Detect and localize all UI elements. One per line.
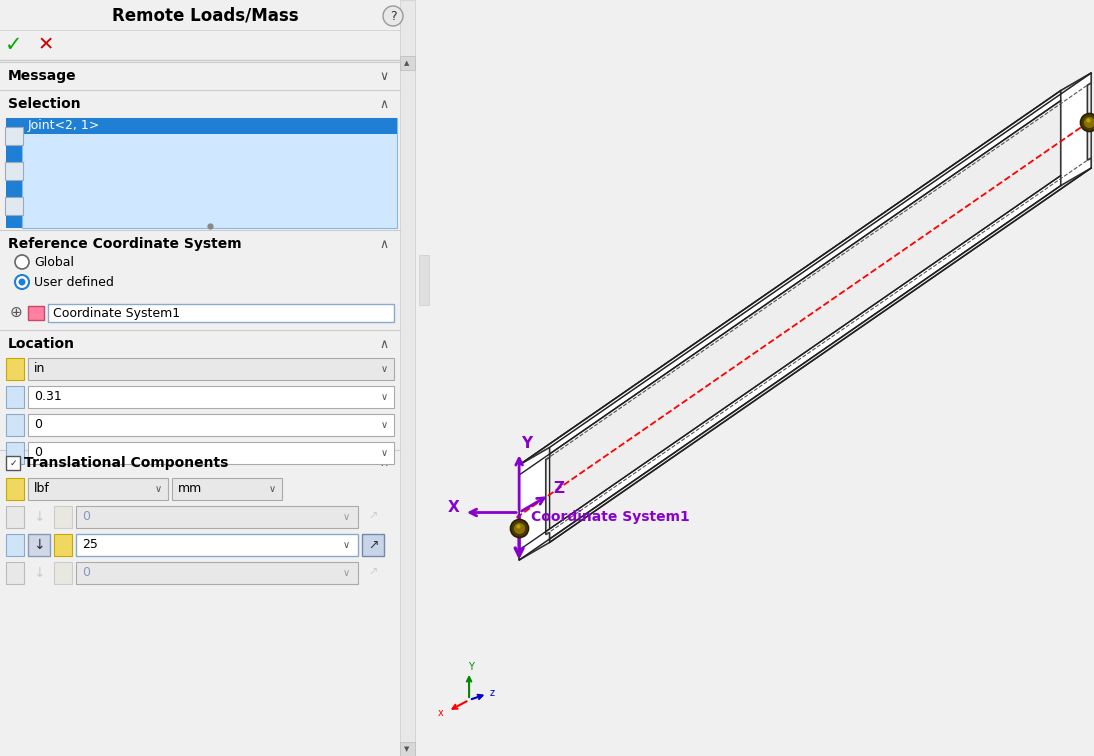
Text: Remote Loads/Mass: Remote Loads/Mass xyxy=(112,7,299,25)
Text: ∨: ∨ xyxy=(381,392,387,402)
Text: 25: 25 xyxy=(82,538,97,551)
Bar xyxy=(54,534,72,556)
Text: 0: 0 xyxy=(82,510,90,523)
Bar xyxy=(362,534,384,556)
Polygon shape xyxy=(520,160,1087,550)
Text: ∨: ∨ xyxy=(154,484,162,494)
Text: ∨: ∨ xyxy=(380,70,388,82)
Bar xyxy=(75,506,358,528)
Bar xyxy=(75,562,358,584)
Text: ∨: ∨ xyxy=(381,364,387,374)
Text: Y: Y xyxy=(521,436,533,451)
Text: Location: Location xyxy=(8,337,75,351)
Text: Selection: Selection xyxy=(8,97,81,111)
Text: Coordinate System1: Coordinate System1 xyxy=(532,510,690,523)
Bar xyxy=(5,386,24,408)
Bar xyxy=(172,478,282,500)
Text: ⊕: ⊕ xyxy=(10,305,22,320)
Text: Global: Global xyxy=(34,256,74,268)
Circle shape xyxy=(15,275,30,289)
Text: 0: 0 xyxy=(34,419,42,432)
Bar xyxy=(5,118,22,228)
Text: ∨: ∨ xyxy=(268,484,276,494)
Bar xyxy=(48,304,394,322)
Text: Z: Z xyxy=(554,481,565,496)
Text: ↓: ↓ xyxy=(33,566,45,580)
Text: ✕: ✕ xyxy=(38,36,55,54)
Polygon shape xyxy=(549,73,1091,542)
Text: ↓: ↓ xyxy=(33,510,45,524)
Bar xyxy=(400,742,415,756)
Text: ∨: ∨ xyxy=(381,420,387,430)
Text: lbf: lbf xyxy=(34,482,50,495)
Text: Coordinate System1: Coordinate System1 xyxy=(53,306,181,320)
Bar xyxy=(400,56,415,70)
Text: ∨: ∨ xyxy=(381,448,387,458)
Text: 0: 0 xyxy=(34,447,42,460)
Bar xyxy=(75,534,358,556)
Bar xyxy=(28,386,394,408)
Bar xyxy=(28,478,168,500)
Bar xyxy=(5,456,20,470)
Bar xyxy=(22,118,397,228)
Bar xyxy=(28,358,394,380)
Bar xyxy=(28,414,394,436)
Bar xyxy=(5,414,24,436)
Text: ∨: ∨ xyxy=(342,568,350,578)
Text: ∧: ∧ xyxy=(380,457,388,469)
Circle shape xyxy=(19,278,25,286)
Text: Message: Message xyxy=(8,69,77,83)
Text: User defined: User defined xyxy=(34,275,114,289)
Text: ∧: ∧ xyxy=(380,98,388,110)
Text: ∧: ∧ xyxy=(380,237,388,250)
Bar xyxy=(28,534,50,556)
Bar xyxy=(28,306,44,320)
Circle shape xyxy=(383,6,403,26)
Text: Translational Components: Translational Components xyxy=(24,456,229,470)
Polygon shape xyxy=(1061,73,1091,186)
Text: z: z xyxy=(490,688,494,698)
Text: in: in xyxy=(34,362,45,376)
Text: x: x xyxy=(439,708,444,718)
Text: ↗: ↗ xyxy=(369,512,377,522)
Bar xyxy=(22,118,397,134)
Text: X: X xyxy=(449,500,459,516)
Bar xyxy=(54,506,72,528)
Bar xyxy=(5,197,23,215)
Polygon shape xyxy=(520,73,1091,465)
Bar xyxy=(28,442,394,464)
Bar xyxy=(5,562,24,584)
Bar xyxy=(5,534,24,556)
Text: mm: mm xyxy=(178,482,202,495)
Bar xyxy=(54,562,72,584)
Text: ▲: ▲ xyxy=(405,60,409,66)
Text: ↓: ↓ xyxy=(33,538,45,552)
Text: 0: 0 xyxy=(82,566,90,580)
Circle shape xyxy=(15,255,30,269)
Text: 0.31: 0.31 xyxy=(34,391,61,404)
Polygon shape xyxy=(520,175,1061,560)
Text: ▼: ▼ xyxy=(405,746,409,752)
Text: ↗: ↗ xyxy=(368,538,379,551)
Polygon shape xyxy=(520,91,1061,475)
Bar xyxy=(5,442,24,464)
Text: ✓: ✓ xyxy=(5,35,23,55)
Text: Joint<2, 1>: Joint<2, 1> xyxy=(28,119,101,132)
Text: ∨: ∨ xyxy=(342,540,350,550)
Bar xyxy=(5,358,24,380)
Text: ?: ? xyxy=(389,10,396,23)
Bar xyxy=(400,0,415,756)
Text: Reference Coordinate System: Reference Coordinate System xyxy=(8,237,242,251)
Bar xyxy=(5,478,24,500)
Bar xyxy=(5,506,24,528)
Polygon shape xyxy=(520,448,549,560)
Text: ↗: ↗ xyxy=(369,568,377,578)
Text: ∨: ∨ xyxy=(342,512,350,522)
Text: ✓: ✓ xyxy=(9,458,16,467)
Bar xyxy=(5,127,23,145)
Bar xyxy=(419,255,429,305)
Text: ∧: ∧ xyxy=(380,337,388,351)
Text: Y: Y xyxy=(468,662,474,672)
Bar xyxy=(5,162,23,180)
